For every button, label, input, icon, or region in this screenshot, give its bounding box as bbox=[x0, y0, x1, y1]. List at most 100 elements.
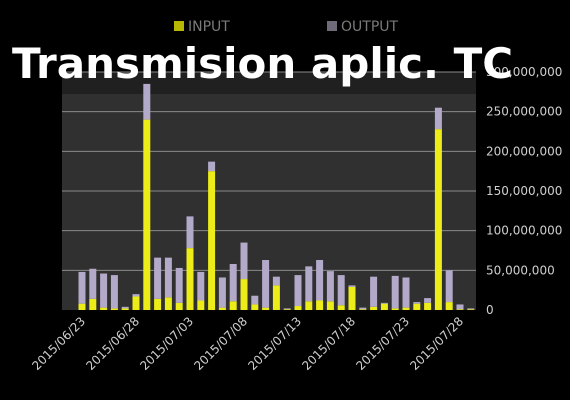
bar-input bbox=[175, 302, 183, 310]
y-tick-label: 100,000,000 bbox=[486, 224, 562, 238]
bar-output bbox=[283, 308, 291, 310]
bar-output bbox=[380, 302, 388, 304]
bar-output bbox=[89, 268, 97, 299]
bar-output bbox=[424, 298, 432, 303]
bar-input bbox=[294, 306, 302, 310]
chart-title: Transmision aplic. TC bbox=[12, 39, 513, 88]
bar-input bbox=[197, 300, 205, 310]
bar-output bbox=[326, 271, 334, 302]
bar-input bbox=[100, 307, 108, 310]
bar-input bbox=[132, 296, 140, 310]
y-axis-tick-labels: 0 50,000,000 100,000,000 150,000,000 200,000… bbox=[486, 65, 562, 317]
bar-input bbox=[89, 298, 97, 310]
bar-output bbox=[316, 260, 324, 301]
bar-input bbox=[456, 309, 464, 310]
bar-output bbox=[208, 161, 216, 172]
bar-input bbox=[229, 301, 237, 310]
bar-input bbox=[316, 300, 324, 310]
bar-output bbox=[132, 294, 140, 297]
bar-input bbox=[208, 171, 216, 310]
bar-output bbox=[370, 276, 378, 307]
bar-output bbox=[164, 257, 172, 298]
bar-output bbox=[251, 295, 259, 305]
bars bbox=[78, 83, 475, 310]
bar-input bbox=[262, 307, 270, 310]
bar-input bbox=[78, 303, 86, 310]
x-tick-label: 2015/06/23 bbox=[29, 314, 88, 373]
bar-output bbox=[294, 275, 302, 307]
bar-input bbox=[348, 286, 356, 310]
bar-input bbox=[434, 129, 442, 310]
bar-input bbox=[121, 308, 129, 310]
bar-input bbox=[154, 298, 162, 310]
bar-input bbox=[445, 302, 453, 310]
bar-input bbox=[218, 307, 226, 310]
y-tick-label: 200,000,000 bbox=[486, 144, 562, 158]
x-tick-label: 2015/07/08 bbox=[191, 314, 250, 373]
bar-output bbox=[229, 263, 237, 302]
bar-input bbox=[110, 308, 118, 310]
bar-output bbox=[197, 271, 205, 301]
bar-input bbox=[305, 301, 313, 310]
bar-output bbox=[434, 107, 442, 130]
bar-output bbox=[110, 275, 118, 309]
bar-input bbox=[391, 308, 399, 310]
bar-output bbox=[456, 304, 464, 310]
bar-input bbox=[402, 307, 410, 310]
x-tick-label: 2015/07/18 bbox=[299, 314, 358, 373]
bar-input bbox=[337, 305, 345, 310]
bar-output bbox=[143, 83, 151, 120]
bar-input bbox=[370, 306, 378, 310]
bar-output bbox=[305, 266, 313, 302]
bar-output bbox=[218, 277, 226, 308]
bar-input bbox=[359, 309, 367, 310]
bar-output bbox=[402, 277, 410, 308]
bar-output bbox=[467, 308, 475, 310]
bar-input bbox=[283, 309, 291, 310]
bar-output bbox=[154, 257, 162, 299]
bar-output bbox=[262, 260, 270, 308]
bar-output bbox=[272, 276, 280, 286]
legend-swatch-input bbox=[174, 21, 184, 31]
bar-input bbox=[240, 279, 248, 310]
bar-output bbox=[121, 306, 129, 309]
x-tick-label: 2015/07/23 bbox=[353, 314, 412, 373]
bar-input bbox=[326, 301, 334, 310]
bar-output bbox=[100, 273, 108, 308]
y-tick-label: 300,000,000 bbox=[486, 65, 562, 79]
plot-top-band bbox=[62, 72, 476, 94]
bar-input bbox=[164, 297, 172, 310]
y-tick-label: 50,000,000 bbox=[486, 263, 555, 277]
bar-input bbox=[467, 309, 475, 310]
legend: INPUT OUTPUT bbox=[174, 19, 399, 35]
x-tick-label: 2015/06/28 bbox=[83, 314, 142, 373]
bar-input bbox=[143, 119, 151, 310]
bar-output bbox=[78, 271, 86, 304]
bar-input bbox=[413, 303, 421, 310]
bar-output bbox=[348, 285, 356, 287]
y-tick-label: 0 bbox=[486, 303, 494, 317]
y-tick-label: 250,000,000 bbox=[486, 105, 562, 119]
bar-output bbox=[445, 270, 453, 303]
legend-swatch-output bbox=[327, 21, 337, 31]
x-tick-label: 2015/07/13 bbox=[245, 314, 304, 373]
x-tick-label: 2015/07/03 bbox=[137, 314, 196, 373]
bar-output bbox=[337, 275, 345, 306]
bar-output bbox=[186, 216, 194, 249]
bar-input bbox=[424, 302, 432, 310]
bar-output bbox=[391, 275, 399, 309]
bar-output bbox=[413, 302, 421, 304]
bar-input bbox=[251, 304, 259, 310]
legend-label-output: OUTPUT bbox=[341, 19, 399, 35]
x-tick-label: 2015/07/28 bbox=[407, 314, 466, 373]
bar-output bbox=[175, 267, 183, 303]
bar-input bbox=[380, 303, 388, 310]
bar-input bbox=[186, 248, 194, 310]
bar-input bbox=[272, 285, 280, 310]
y-tick-label: 150,000,000 bbox=[486, 184, 562, 198]
bar-output bbox=[359, 307, 367, 310]
bar-output bbox=[240, 242, 248, 280]
legend-label-input: INPUT bbox=[188, 19, 230, 35]
x-axis-tick-labels: 2015/06/232015/06/282015/07/032015/07/08… bbox=[29, 314, 466, 373]
